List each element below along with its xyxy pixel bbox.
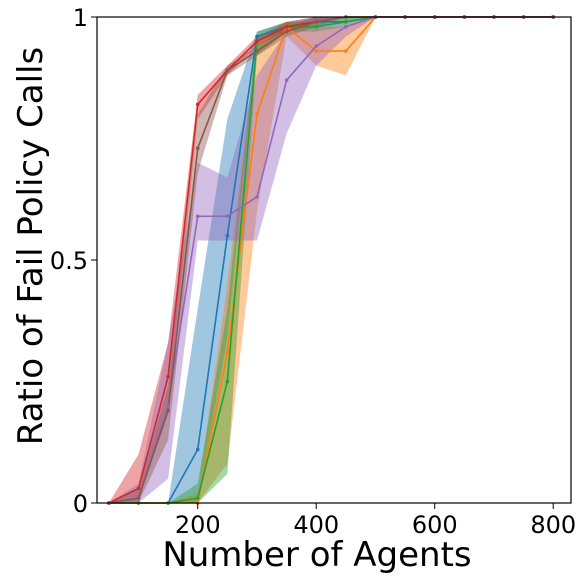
series-5-point bbox=[314, 44, 319, 48]
series-6-point bbox=[314, 20, 319, 24]
series-1-point bbox=[195, 447, 200, 452]
series-3-point bbox=[225, 379, 230, 384]
series-2-band bbox=[108, 17, 554, 503]
x-axis-label: Number of Agents bbox=[162, 535, 471, 575]
series-4-point bbox=[284, 24, 289, 29]
series-5-point bbox=[166, 404, 170, 408]
series-6-point bbox=[255, 49, 259, 53]
series-5-point bbox=[344, 24, 348, 29]
x-tick-label: 800 bbox=[530, 511, 576, 539]
series-4-point bbox=[136, 486, 141, 491]
x-tick-label: 600 bbox=[412, 511, 458, 539]
y-axis-label: Ratio of Fail Policy Calls bbox=[11, 47, 51, 445]
series-lines bbox=[108, 16, 554, 504]
x-tick-label: 400 bbox=[293, 511, 339, 539]
axis-ticks: 200 400 600 800 0 0.5 1 bbox=[50, 4, 576, 539]
series-2-point bbox=[255, 112, 259, 116]
series-1-band bbox=[108, 17, 554, 503]
series-1-line bbox=[108, 16, 554, 504]
series-6-point bbox=[166, 408, 170, 413]
series-points bbox=[107, 15, 556, 505]
series-3-point bbox=[314, 24, 319, 29]
series-1-point bbox=[225, 233, 230, 238]
series-5-line bbox=[108, 16, 554, 504]
x-tick-label: 200 bbox=[175, 511, 221, 539]
series-4-band bbox=[108, 17, 554, 503]
series-2-point bbox=[344, 49, 348, 53]
series-3-band bbox=[108, 17, 554, 503]
series-4-point bbox=[195, 102, 200, 107]
series-1-point bbox=[255, 34, 259, 39]
series-5-point bbox=[225, 214, 230, 219]
series-5-point bbox=[195, 214, 200, 219]
series-6-line bbox=[108, 16, 554, 504]
series-3-point bbox=[344, 20, 348, 24]
confidence-bands bbox=[108, 17, 554, 503]
series-4-line bbox=[108, 16, 554, 504]
series-2-point bbox=[225, 350, 230, 355]
series-4-point bbox=[255, 39, 259, 44]
series-2-point bbox=[314, 49, 319, 53]
series-5-point bbox=[255, 195, 259, 199]
series-6-band bbox=[108, 17, 554, 503]
y-tick-label: 1 bbox=[73, 4, 88, 32]
series-2-line bbox=[108, 16, 554, 504]
y-tick-label: 0 bbox=[73, 490, 88, 518]
series-4-point bbox=[166, 374, 170, 379]
series-3-point bbox=[195, 496, 200, 500]
series-5-point bbox=[284, 78, 289, 82]
y-tick-label: 0.5 bbox=[50, 247, 88, 275]
series-6-point bbox=[284, 29, 289, 34]
series-6-point bbox=[136, 496, 141, 500]
series-6-point bbox=[195, 146, 200, 151]
series-3-line bbox=[108, 16, 554, 504]
series-6-point bbox=[225, 68, 230, 73]
series-5-band bbox=[108, 17, 554, 503]
